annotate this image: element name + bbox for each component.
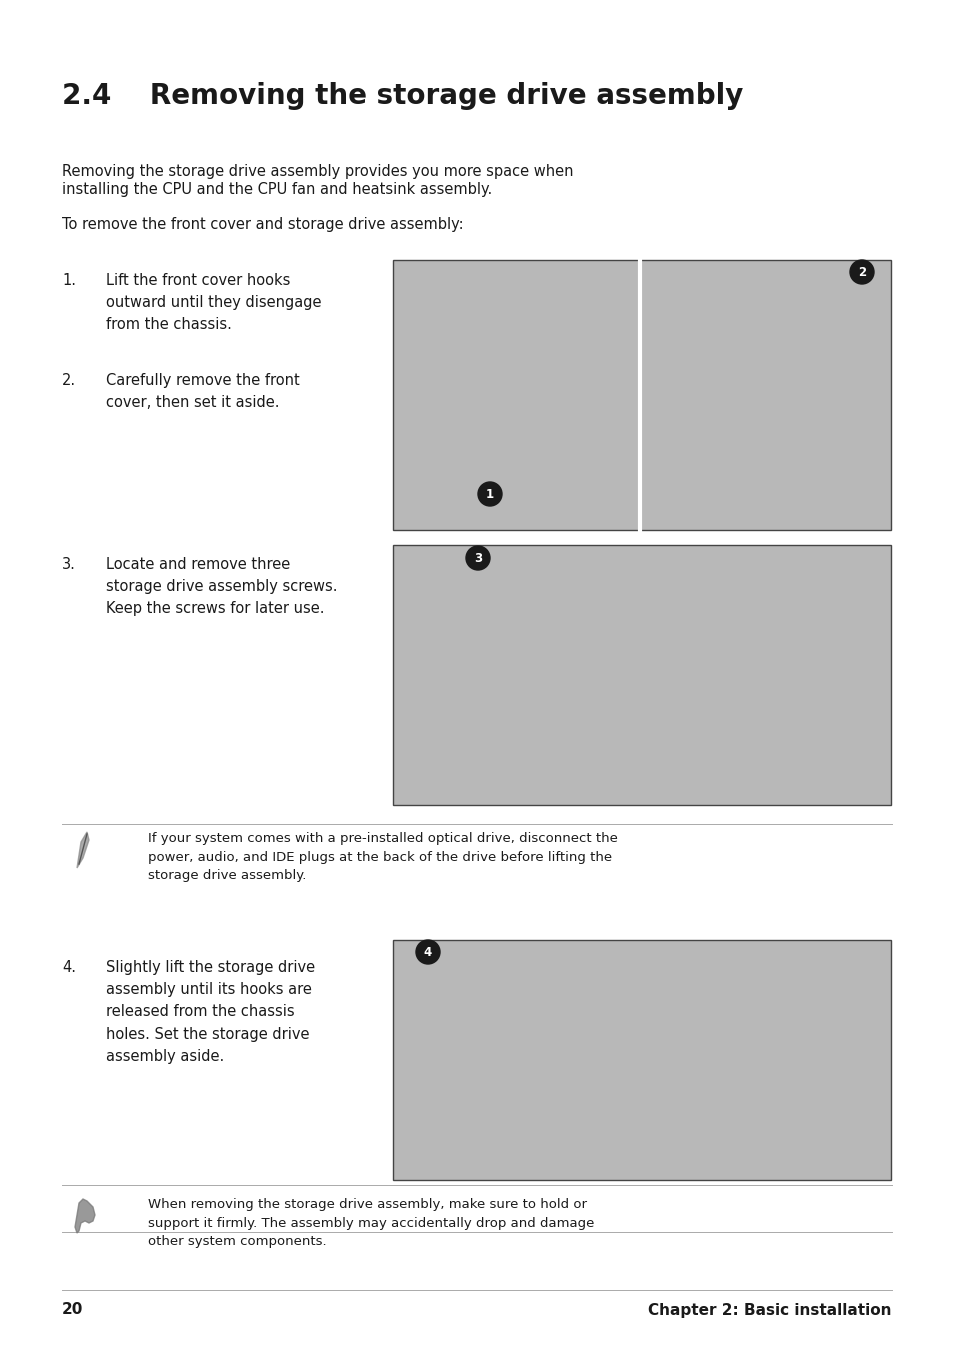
Bar	[393, 259, 890, 530]
Text: installing the CPU and the CPU fan and heatsink assembly.: installing the CPU and the CPU fan and h…	[62, 182, 492, 197]
Bar	[393, 544, 890, 805]
Text: 4: 4	[423, 946, 432, 958]
Text: If your system comes with a pre-installed optical drive, disconnect the
power, a: If your system comes with a pre-installe…	[148, 832, 618, 882]
Text: 2.: 2.	[62, 373, 76, 388]
Circle shape	[416, 940, 439, 965]
Text: Removing the storage drive assembly provides you more space when: Removing the storage drive assembly prov…	[62, 163, 573, 178]
Text: Locate and remove three
storage drive assembly screws.
Keep the screws for later: Locate and remove three storage drive as…	[106, 557, 337, 616]
Text: To remove the front cover and storage drive assembly:: To remove the front cover and storage dr…	[62, 218, 463, 232]
Circle shape	[465, 546, 490, 570]
Text: 1.: 1.	[62, 273, 76, 288]
Text: 3: 3	[474, 551, 481, 565]
Text: Slightly lift the storage drive
assembly until its hooks are
released from the c: Slightly lift the storage drive assembly…	[106, 961, 314, 1063]
Text: 2: 2	[857, 266, 865, 278]
Text: Chapter 2: Basic installation: Chapter 2: Basic installation	[648, 1302, 891, 1317]
Circle shape	[477, 482, 501, 507]
Text: 20: 20	[62, 1302, 83, 1317]
Text: 4.: 4.	[62, 961, 76, 975]
Polygon shape	[77, 832, 89, 867]
Text: Carefully remove the front
cover, then set it aside.: Carefully remove the front cover, then s…	[106, 373, 299, 411]
Text: When removing the storage drive assembly, make sure to hold or
support it firmly: When removing the storage drive assembly…	[148, 1198, 594, 1248]
Text: 1: 1	[485, 488, 494, 500]
Bar	[393, 940, 890, 1179]
Circle shape	[849, 259, 873, 284]
Text: 2.4    Removing the storage drive assembly: 2.4 Removing the storage drive assembly	[62, 82, 742, 109]
Text: 3.: 3.	[62, 557, 76, 571]
Text: Lift the front cover hooks
outward until they disengage
from the chassis.: Lift the front cover hooks outward until…	[106, 273, 321, 332]
Polygon shape	[75, 1198, 95, 1233]
